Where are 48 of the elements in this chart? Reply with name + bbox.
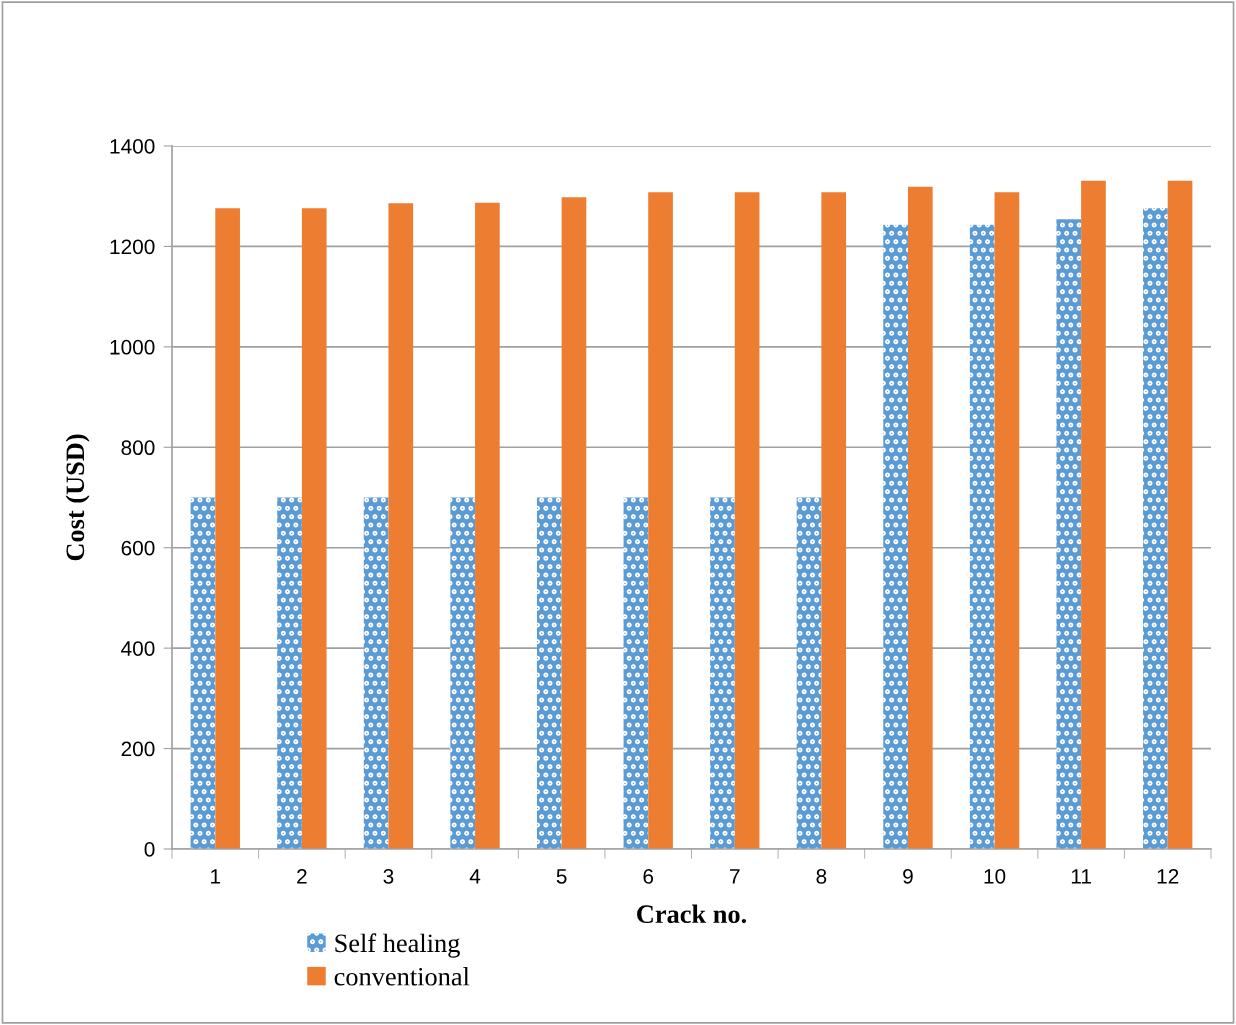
x-tick-label: 4 — [469, 869, 481, 884]
y-tick-label: 400 — [121, 641, 155, 656]
bar — [1167, 180, 1193, 849]
bar — [475, 202, 500, 849]
bar — [907, 186, 933, 849]
bar — [536, 497, 562, 849]
y-tick-label: 1000 — [110, 339, 155, 355]
bar — [821, 192, 847, 849]
bar — [561, 197, 587, 849]
bar — [450, 497, 476, 849]
bar — [190, 497, 216, 849]
y-tick-label: 1200 — [110, 239, 155, 255]
bar — [796, 497, 822, 849]
x-tick-label: 10 — [984, 868, 1006, 884]
y-tick-label: 800 — [121, 440, 155, 456]
bar — [648, 192, 673, 849]
legend-label: Self healing — [335, 933, 460, 958]
bar — [1081, 180, 1106, 849]
y-tick-label: 200 — [121, 741, 155, 757]
legend-label: conventional — [334, 967, 470, 986]
bar — [1056, 219, 1082, 849]
bar — [710, 497, 735, 849]
x-tick-label: 12 — [1157, 868, 1179, 884]
bar — [277, 497, 302, 849]
bar — [969, 224, 995, 849]
y-axis-title: Cost (USD) — [65, 434, 90, 561]
x-tick-label: 5 — [556, 869, 567, 884]
x-tick-label: 7 — [730, 869, 740, 884]
bar — [363, 497, 389, 849]
bar — [301, 208, 327, 849]
x-tick-label: 9 — [903, 868, 913, 884]
x-tick-label: 8 — [816, 868, 827, 884]
x-tick-label: 11 — [1071, 869, 1091, 884]
x-axis-title: Crack no. — [637, 904, 747, 924]
y-tick-label: 600 — [121, 540, 155, 556]
bar — [883, 224, 908, 849]
bar — [623, 497, 649, 849]
bar — [215, 208, 240, 849]
y-tick-label: 1400 — [110, 139, 155, 154]
y-tick-label: 0 — [144, 842, 155, 857]
bar — [1143, 208, 1168, 849]
x-tick-label: 2 — [297, 868, 307, 884]
bar — [388, 203, 414, 849]
x-tick-label: 1 — [211, 869, 221, 884]
bar — [994, 192, 1020, 849]
x-tick-label: 6 — [643, 868, 654, 884]
bar — [734, 192, 760, 849]
x-tick-label: 3 — [383, 868, 394, 884]
